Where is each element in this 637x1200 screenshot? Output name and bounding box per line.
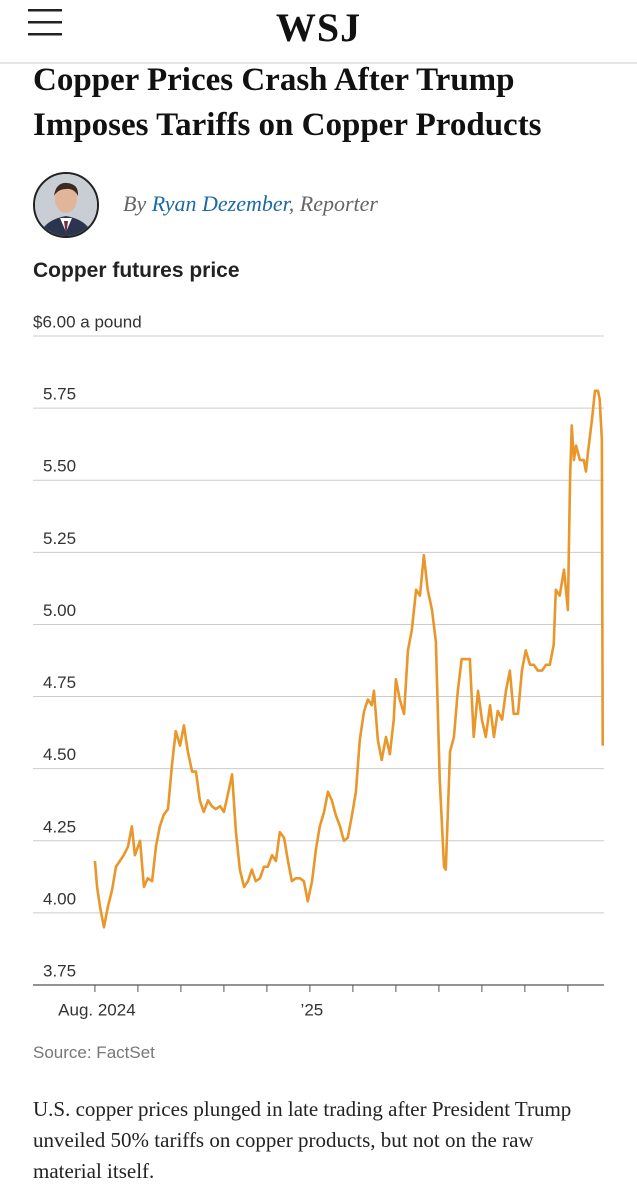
- menu-bar: [28, 9, 62, 12]
- y-tick-label: 4.25: [43, 817, 76, 836]
- y-tick-label: 3.75: [43, 961, 76, 980]
- price-line: [93, 389, 605, 929]
- caption: U.S. copper prices plunged in late tradi…: [33, 1097, 572, 1183]
- y-tick-label: 5.00: [43, 601, 76, 620]
- y-tick-label: 4.75: [43, 673, 76, 692]
- y-tick-label: $6.00 a pound: [33, 312, 142, 331]
- y-tick-label: 5.25: [43, 529, 76, 548]
- menu-icon[interactable]: [28, 9, 62, 36]
- y-tick-label: 4.50: [43, 745, 76, 764]
- chart-source: Source: FactSet: [33, 1043, 155, 1062]
- byline-suffix: , Reporter: [288, 191, 378, 216]
- headline: Copper Prices Crash After Trump Imposes …: [33, 62, 542, 143]
- chart-title: Copper futures price: [33, 259, 240, 282]
- author-link[interactable]: Ryan Dezember: [151, 191, 289, 216]
- menu-bar: [28, 33, 62, 36]
- y-tick-label: 5.75: [43, 385, 76, 404]
- y-tick-label: 4.00: [43, 889, 76, 908]
- x-tick-label: Aug. 2024: [58, 1000, 136, 1019]
- y-tick-label: 5.50: [43, 457, 76, 476]
- x-tick-label: ’25: [301, 1000, 324, 1019]
- byline-prefix: By: [123, 191, 147, 216]
- brand-logo[interactable]: WSJ: [275, 5, 362, 50]
- menu-bar: [28, 21, 62, 24]
- byline: By Ryan Dezember, Reporter: [123, 191, 378, 217]
- avatar: [33, 172, 99, 238]
